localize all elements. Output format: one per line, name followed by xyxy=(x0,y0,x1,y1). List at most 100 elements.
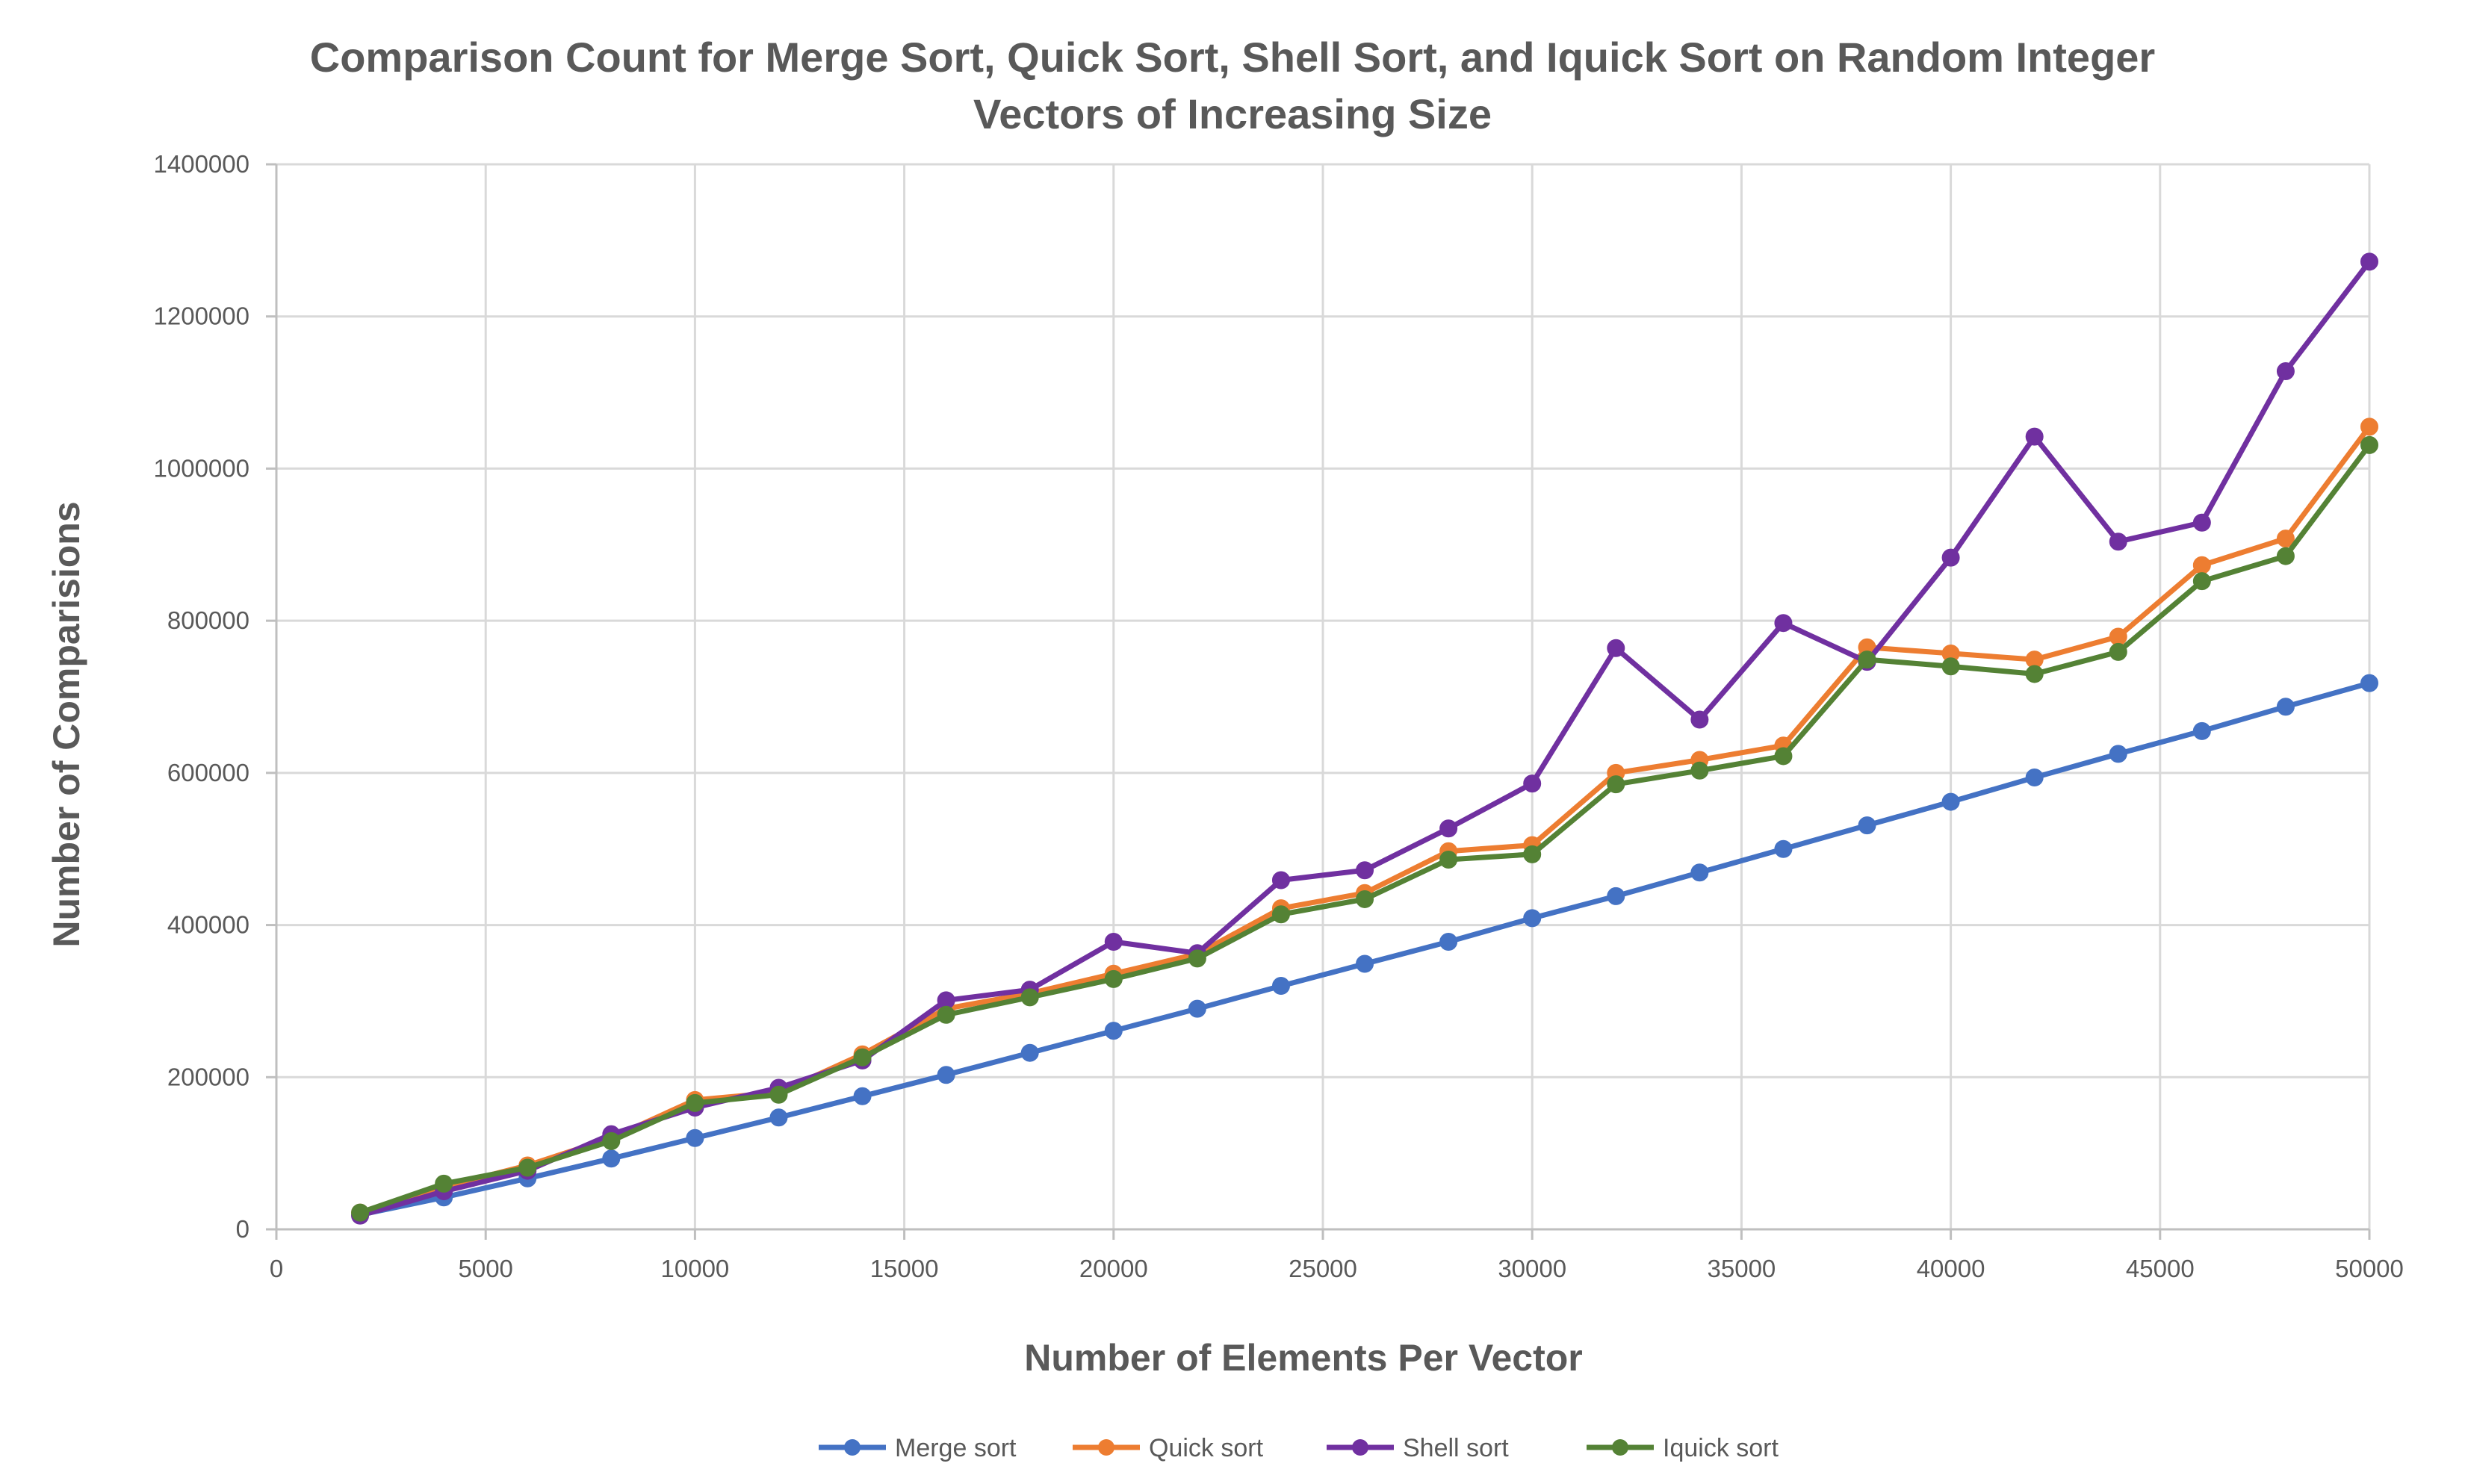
series-lines xyxy=(351,252,2378,1225)
data-point-iquick-sort xyxy=(2109,642,2127,661)
legend-item-merge-sort: Merge sort xyxy=(819,1434,1017,1462)
data-point-iquick-sort xyxy=(2360,435,2378,454)
data-point-shell-sort xyxy=(1271,871,1290,890)
legend-swatch-marker xyxy=(1612,1439,1628,1456)
legend-swatch-marker xyxy=(844,1439,861,1456)
data-point-shell-sort xyxy=(1104,932,1123,951)
data-point-merge-sort xyxy=(1941,792,1960,811)
data-point-merge-sort xyxy=(769,1108,788,1127)
data-point-iquick-sort xyxy=(1271,905,1290,924)
data-point-iquick-sort xyxy=(937,1005,955,1024)
series-iquick-sort xyxy=(351,435,2378,1222)
data-point-merge-sort xyxy=(853,1087,872,1105)
data-point-shell-sort xyxy=(2109,533,2127,551)
y-tick-label: 200000 xyxy=(167,1063,249,1090)
legend-item-shell-sort: Shell sort xyxy=(1327,1434,1509,1462)
data-point-shell-sort xyxy=(1607,639,1625,657)
data-point-iquick-sort xyxy=(2192,572,2211,591)
data-point-iquick-sort xyxy=(853,1048,872,1067)
y-axis-title: Number of Comparisions xyxy=(46,501,87,947)
legend-swatch-marker xyxy=(1352,1439,1368,1456)
data-point-merge-sort xyxy=(1774,839,1793,858)
data-point-iquick-sort xyxy=(518,1158,537,1177)
data-point-merge-sort xyxy=(602,1149,621,1168)
chart-title-line-1: Comparison Count for Merge Sort, Quick S… xyxy=(310,34,2155,81)
data-point-merge-sort xyxy=(1356,954,1374,973)
x-tick-label: 15000 xyxy=(870,1255,939,1282)
y-tick-label: 0 xyxy=(236,1215,249,1243)
data-point-merge-sort xyxy=(2360,674,2378,692)
axes xyxy=(266,163,2371,1240)
gridlines xyxy=(276,163,2371,1229)
data-point-quick-sort xyxy=(2109,627,2127,646)
data-point-merge-sort xyxy=(1523,909,1542,928)
legend: Merge sort Quick sort Shell sort Iquick sor… xyxy=(819,1434,1779,1462)
data-point-iquick-sort xyxy=(435,1174,453,1193)
data-point-shell-sort xyxy=(1356,861,1374,880)
chart-title-line-2: Vectors of Increasing Size xyxy=(973,90,1492,137)
data-point-merge-sort xyxy=(1020,1043,1039,1062)
y-tick-label: 600000 xyxy=(167,759,249,786)
legend-label: Quick sort xyxy=(1149,1434,1264,1462)
data-point-shell-sort xyxy=(2276,362,2295,381)
data-point-shell-sort xyxy=(1690,710,1709,729)
data-point-merge-sort xyxy=(2276,698,2295,716)
x-tick-label: 0 xyxy=(270,1255,283,1282)
legend-item-quick-sort: Quick sort xyxy=(1073,1434,1264,1462)
data-point-iquick-sort xyxy=(1356,890,1374,908)
data-point-iquick-sort xyxy=(769,1085,788,1104)
data-point-shell-sort xyxy=(2360,252,2378,271)
y-tick-label: 1400000 xyxy=(154,150,249,178)
data-point-merge-sort xyxy=(686,1128,704,1147)
data-point-iquick-sort xyxy=(686,1093,704,1112)
series-line-shell-sort xyxy=(357,258,2372,1219)
series-line-merge-sort xyxy=(357,680,2372,1218)
data-point-iquick-sort xyxy=(2025,665,2044,683)
data-point-quick-sort xyxy=(2360,417,2378,436)
x-tick-label: 10000 xyxy=(661,1255,730,1282)
data-point-shell-sort xyxy=(1774,614,1793,633)
data-point-merge-sort xyxy=(2192,721,2211,740)
x-tick-label: 5000 xyxy=(458,1255,512,1282)
data-point-iquick-sort xyxy=(1690,761,1709,780)
data-point-shell-sort xyxy=(1439,819,1458,838)
data-point-merge-sort xyxy=(2109,745,2127,763)
data-point-merge-sort xyxy=(1271,977,1290,996)
legend-label: Iquick sort xyxy=(1663,1434,1779,1462)
data-point-merge-sort xyxy=(1104,1022,1123,1040)
data-point-iquick-sort xyxy=(351,1203,370,1222)
y-tick-label: 1200000 xyxy=(154,302,249,330)
data-point-iquick-sort xyxy=(2276,547,2295,565)
data-point-shell-sort xyxy=(1523,774,1542,793)
legend-label: Merge sort xyxy=(895,1434,1017,1462)
legend-label: Shell sort xyxy=(1403,1434,1509,1462)
x-tick-label: 50000 xyxy=(2335,1255,2404,1282)
x-tick-label: 40000 xyxy=(1917,1255,1985,1282)
data-point-merge-sort xyxy=(1188,999,1206,1018)
data-point-shell-sort xyxy=(2192,513,2211,532)
data-point-iquick-sort xyxy=(1607,775,1625,794)
data-point-iquick-sort xyxy=(1439,850,1458,869)
data-point-iquick-sort xyxy=(1941,657,1960,676)
y-tick-label: 400000 xyxy=(167,911,249,939)
data-point-merge-sort xyxy=(1607,887,1625,905)
data-point-iquick-sort xyxy=(602,1131,621,1150)
legend-item-iquick-sort: Iquick sort xyxy=(1587,1434,1779,1462)
y-tick-label: 800000 xyxy=(167,606,249,634)
x-axis-title: Number of Elements Per Vector xyxy=(1024,1337,1582,1379)
data-point-merge-sort xyxy=(1858,816,1876,835)
x-tick-label: 35000 xyxy=(1708,1255,1776,1282)
chart-title: Comparison Count for Merge Sort, Quick S… xyxy=(310,34,2155,137)
data-point-quick-sort xyxy=(2276,530,2295,548)
x-tick-label: 25000 xyxy=(1289,1255,1357,1282)
x-tick-labels: 0 5000 10000 15000 20000 25000 30000 35000 40000… xyxy=(270,1255,2404,1282)
data-point-quick-sort xyxy=(2192,556,2211,574)
series-quick-sort xyxy=(351,417,2378,1222)
series-line-quick-sort xyxy=(357,423,2372,1216)
data-point-shell-sort xyxy=(2025,427,2044,446)
x-tick-label: 30000 xyxy=(1498,1255,1566,1282)
y-tick-label: 1000000 xyxy=(154,454,249,482)
x-tick-label: 20000 xyxy=(1079,1255,1148,1282)
